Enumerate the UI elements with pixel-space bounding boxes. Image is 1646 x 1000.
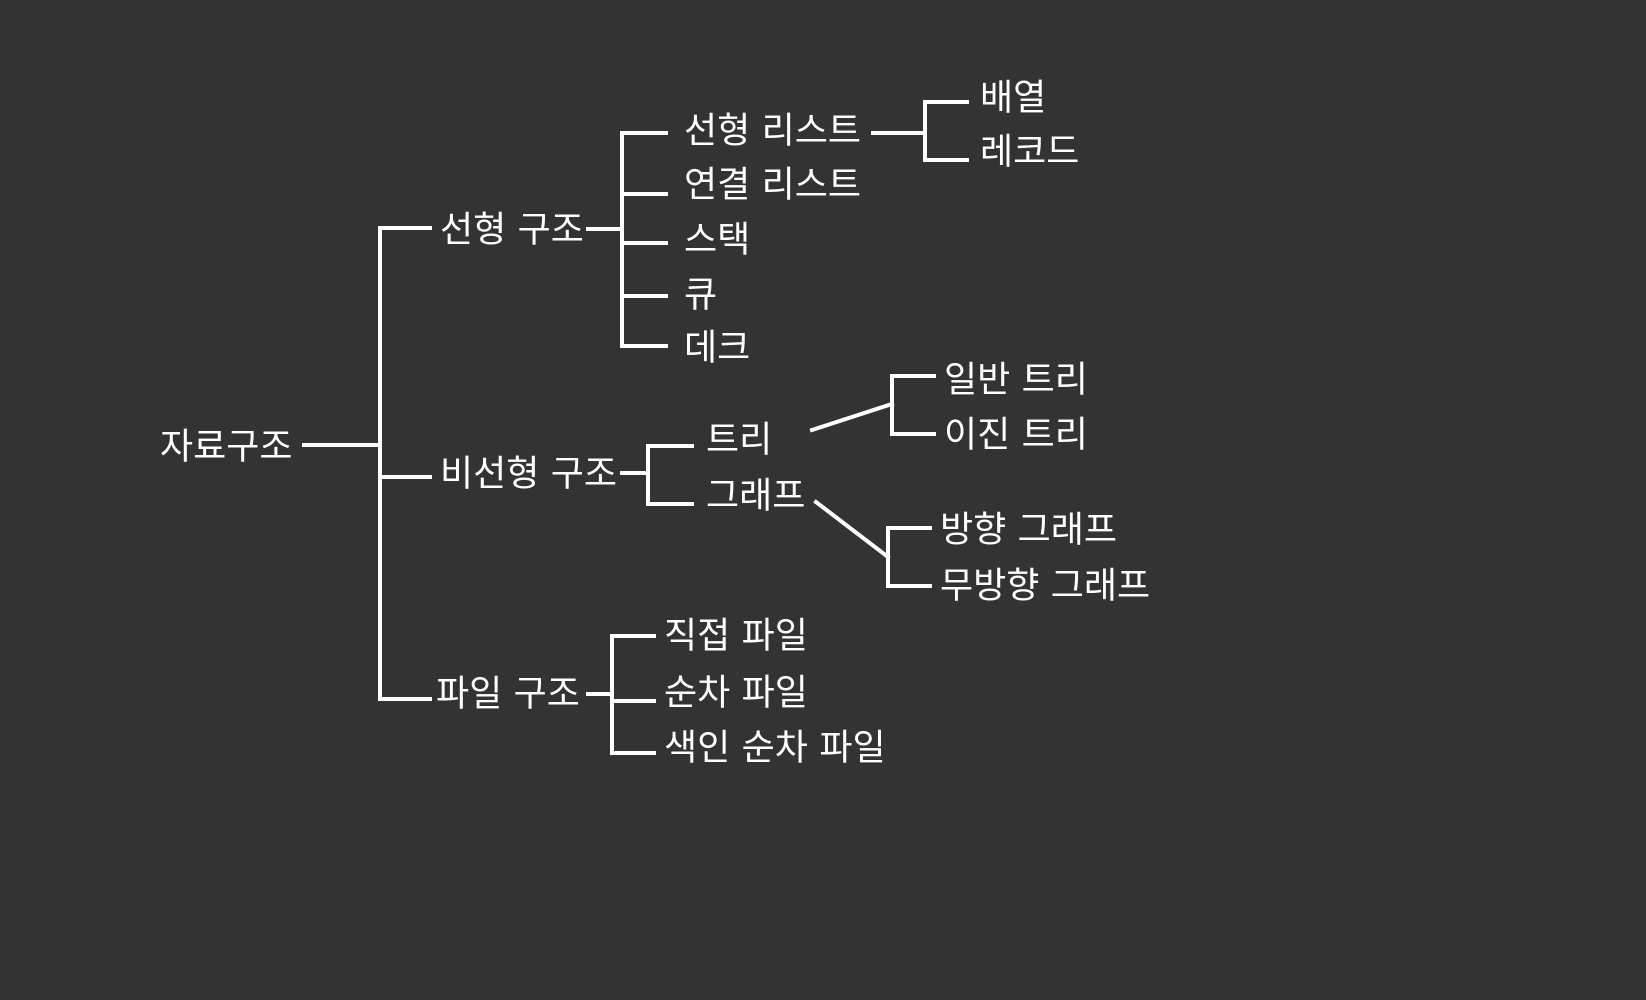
connectors — [302, 100, 969, 755]
node-record: 레코드 — [980, 132, 1079, 173]
node-file-structure: 파일 구조 — [436, 674, 580, 715]
connector-graph-out — [813, 499, 891, 560]
node-root: 자료구조 — [160, 427, 292, 468]
node-general-tree: 일반 트리 — [944, 360, 1088, 401]
node-directed-graph: 방향 그래프 — [940, 510, 1117, 551]
node-linked-list: 연결 리스트 — [684, 165, 861, 206]
node-linear-list: 선형 리스트 — [684, 111, 861, 152]
node-tree: 트리 — [706, 420, 772, 461]
node-sequential-file: 순차 파일 — [664, 673, 808, 714]
node-stack: 스택 — [684, 220, 750, 261]
node-queue: 큐 — [684, 275, 717, 316]
labels: 자료구조 선형 구조 선형 리스트 연결 리스트 스택 큐 데크 배열 레코드 … — [160, 78, 1150, 769]
node-graph: 그래프 — [706, 476, 805, 517]
node-nonlinear-structure: 비선형 구조 — [440, 454, 617, 495]
node-deque: 데크 — [684, 328, 750, 369]
node-indexed-sequential-file: 색인 순차 파일 — [664, 728, 886, 769]
node-linear-structure: 선형 구조 — [440, 210, 584, 251]
node-array: 배열 — [980, 78, 1046, 119]
node-binary-tree: 이진 트리 — [944, 415, 1088, 456]
node-undirected-graph: 무방향 그래프 — [940, 566, 1150, 607]
connector-tree-out — [809, 401, 895, 433]
node-direct-file: 직접 파일 — [664, 616, 808, 657]
